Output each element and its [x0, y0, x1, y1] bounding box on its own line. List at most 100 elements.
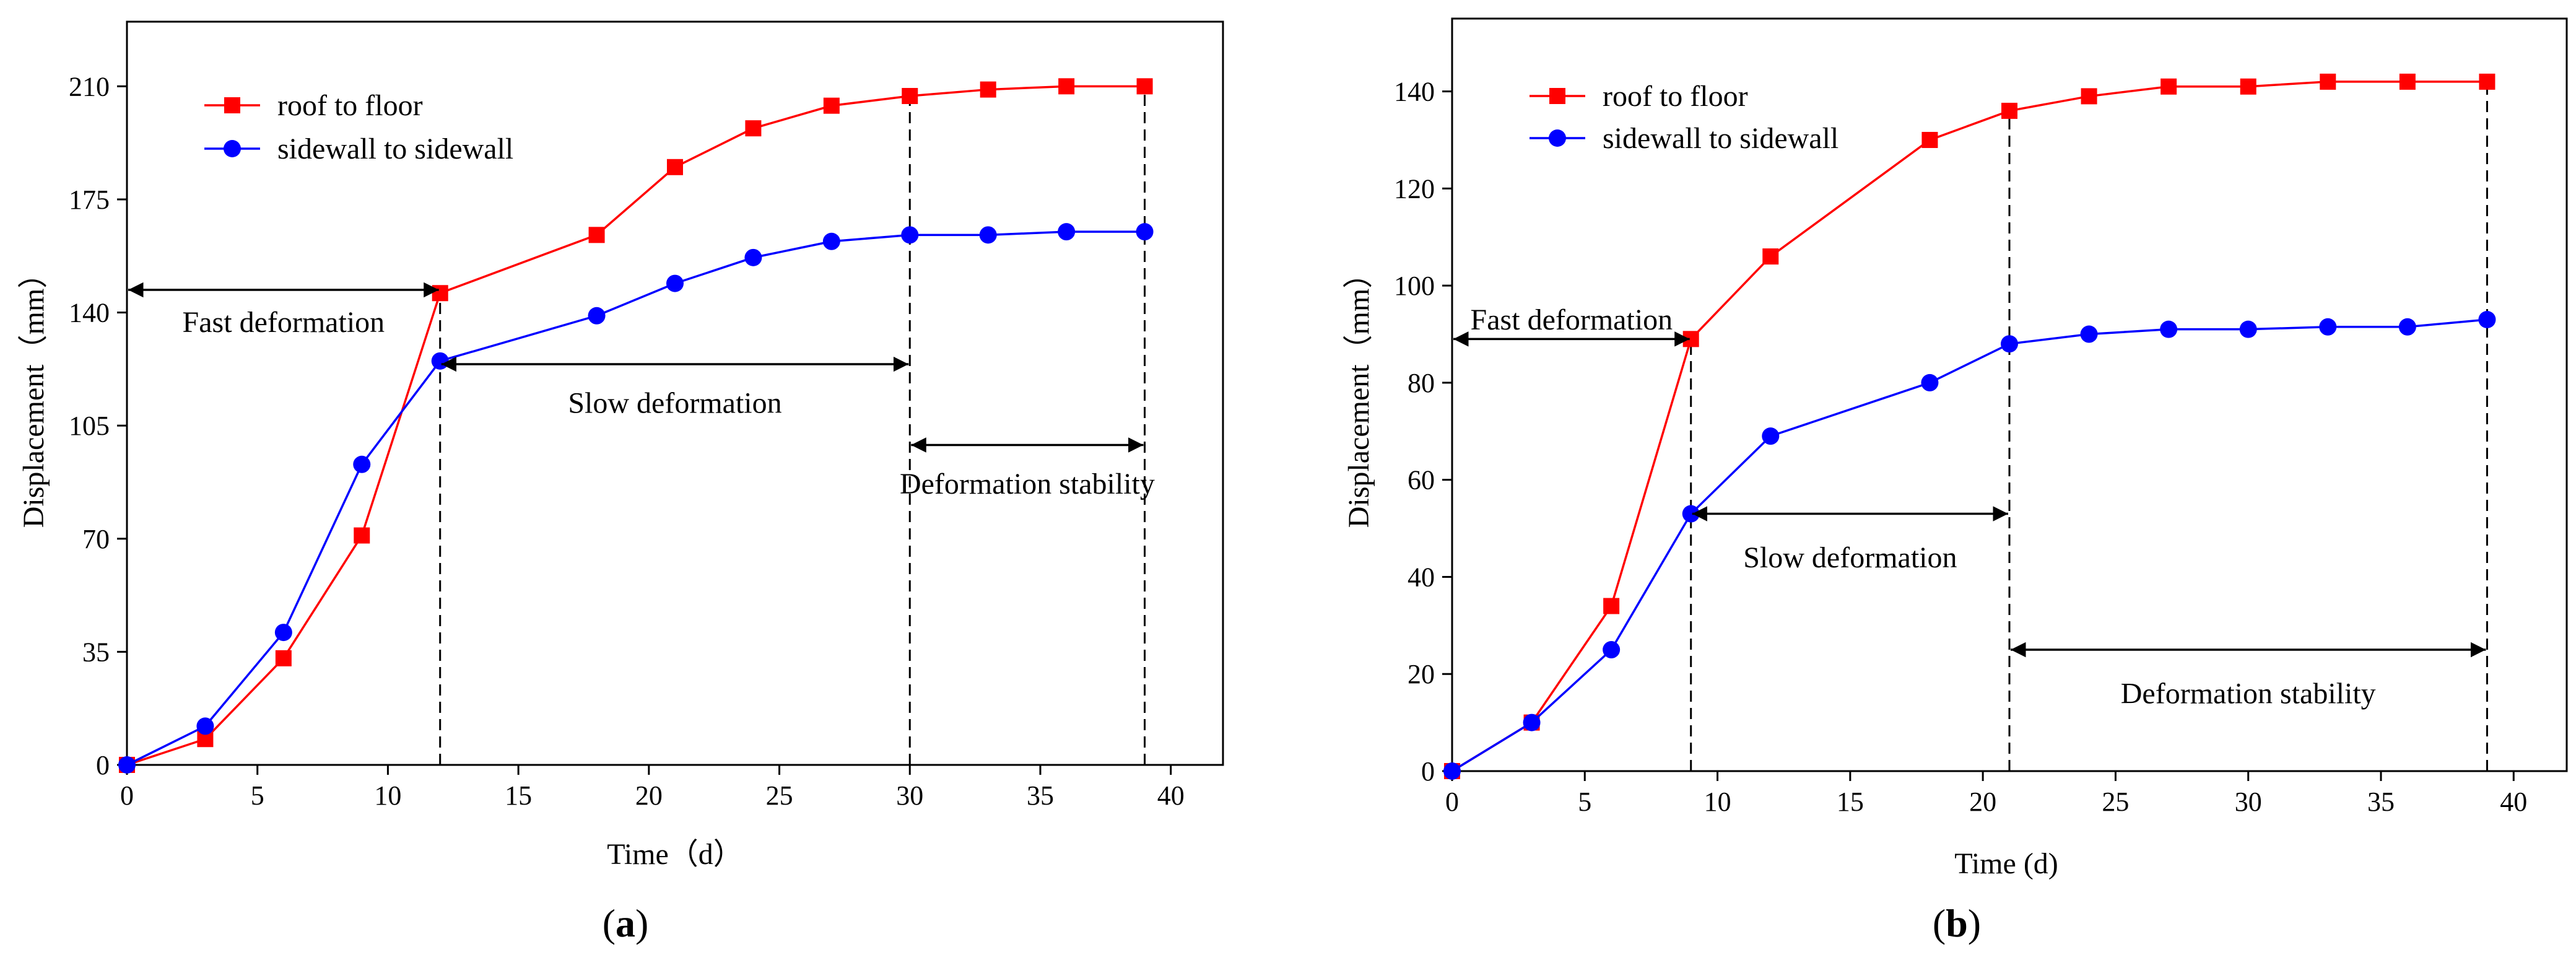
- x-tick-label: 5: [251, 780, 264, 811]
- legend-label: roof to floor: [277, 89, 423, 122]
- y-tick-label: 140: [1394, 77, 1435, 107]
- phase-label-stable: Deformation stability: [2121, 678, 2376, 710]
- data-point-sidewall-to-sidewall: [1523, 713, 1541, 731]
- y-tick-label: 60: [1408, 465, 1435, 495]
- data-point-roof-to-floor: [667, 159, 683, 175]
- phase-label-slow: Slow deformation: [1743, 541, 1957, 574]
- x-axis-title: Time (d): [1954, 847, 2058, 880]
- y-tick-label: 210: [69, 71, 110, 102]
- legend-marker-square: [1549, 88, 1565, 104]
- legend-marker-circle: [1549, 129, 1566, 147]
- phase-label-fast: Fast deformation: [1471, 303, 1673, 336]
- data-point-roof-to-floor: [2160, 78, 2177, 95]
- x-tick-label: 10: [1704, 787, 1731, 817]
- data-point-roof-to-floor: [1762, 248, 1779, 265]
- data-point-sidewall-to-sidewall: [979, 226, 997, 244]
- data-point-roof-to-floor: [1603, 598, 1620, 614]
- legend-label: roof to floor: [1603, 80, 1748, 113]
- data-point-sidewall-to-sidewall: [2478, 311, 2496, 328]
- data-point-roof-to-floor: [1921, 131, 1938, 148]
- data-point-sidewall-to-sidewall: [2001, 335, 2018, 353]
- data-point-sidewall-to-sidewall: [274, 624, 292, 642]
- x-tick-label: 15: [1837, 787, 1864, 817]
- y-tick-label: 40: [1408, 562, 1435, 592]
- y-axis-title: Displacement（mm）: [1342, 259, 1375, 528]
- x-tick-label: 15: [505, 780, 532, 811]
- x-tick-label: 35: [1027, 780, 1054, 811]
- data-point-roof-to-floor: [2081, 88, 2097, 105]
- x-tick-label: 5: [1578, 787, 1591, 817]
- legend-label: sidewall to sidewall: [1603, 122, 1838, 155]
- y-tick-label: 120: [1394, 173, 1435, 204]
- data-point-roof-to-floor: [2240, 78, 2256, 95]
- data-point-sidewall-to-sidewall: [1136, 223, 1154, 241]
- data-point-sidewall-to-sidewall: [1762, 427, 1780, 445]
- data-point-roof-to-floor: [588, 227, 605, 243]
- legend-marker-square: [224, 97, 240, 113]
- phase-label-fast: Fast deformation: [183, 306, 385, 339]
- x-tick-label: 0: [1445, 787, 1459, 817]
- data-point-sidewall-to-sidewall: [2239, 320, 2257, 338]
- plot-area-frame: [126, 20, 1224, 766]
- legend: roof to floor sidewall to sidewall: [204, 89, 513, 165]
- y-tick-label: 175: [69, 185, 110, 215]
- data-point-sidewall-to-sidewall: [744, 248, 762, 266]
- data-point-roof-to-floor: [2479, 73, 2496, 90]
- data-point-sidewall-to-sidewall: [2160, 320, 2178, 338]
- data-point-sidewall-to-sidewall: [1603, 641, 1621, 659]
- data-point-roof-to-floor: [823, 97, 840, 114]
- data-point-sidewall-to-sidewall: [196, 717, 214, 735]
- y-tick-label: 0: [1421, 756, 1435, 787]
- y-tick-label: 20: [1408, 659, 1435, 689]
- x-axis-title: Time（d）: [607, 838, 743, 871]
- legend: roof to floor sidewall to sidewall: [1530, 80, 1838, 155]
- chart-panel-a: Time（d） Displacement（mm） (a) 0 5 10 15 20 25 3…: [17, 20, 1224, 945]
- data-point-roof-to-floor: [354, 527, 370, 544]
- data-point-roof-to-floor: [432, 285, 448, 302]
- x-tick-label: 35: [2367, 787, 2395, 817]
- y-tick-label: 70: [82, 524, 110, 554]
- data-point-sidewall-to-sidewall: [1921, 373, 1939, 391]
- legend-marker-circle: [224, 140, 241, 157]
- data-point-roof-to-floor: [2001, 102, 2017, 119]
- data-point-roof-to-floor: [275, 650, 292, 666]
- data-point-roof-to-floor: [1058, 78, 1075, 95]
- data-point-sidewall-to-sidewall: [1058, 223, 1076, 241]
- x-tick-label: 40: [2500, 787, 2527, 817]
- data-point-roof-to-floor: [745, 120, 762, 137]
- data-point-sidewall-to-sidewall: [1443, 762, 1461, 780]
- data-point-sidewall-to-sidewall: [353, 455, 371, 473]
- data-point-sidewall-to-sidewall: [2080, 325, 2098, 343]
- data-point-roof-to-floor: [2399, 73, 2416, 90]
- data-point-sidewall-to-sidewall: [2398, 318, 2416, 336]
- x-tick-label: 0: [120, 780, 134, 811]
- data-point-roof-to-floor: [2320, 73, 2336, 90]
- y-tick-label: 80: [1408, 368, 1435, 398]
- y-tick-label: 140: [69, 298, 110, 328]
- data-point-sidewall-to-sidewall: [588, 307, 606, 325]
- data-point-sidewall-to-sidewall: [822, 232, 840, 250]
- data-point-roof-to-floor: [980, 81, 996, 98]
- y-axis-title: Displacement（mm）: [17, 259, 50, 528]
- phase-label-stable: Deformation stability: [900, 468, 1155, 500]
- data-point-sidewall-to-sidewall: [901, 226, 919, 244]
- y-tick-label: 0: [96, 750, 110, 780]
- panel-label: (b): [1933, 901, 1981, 945]
- y-tick-label: 35: [82, 637, 110, 667]
- data-point-sidewall-to-sidewall: [2319, 318, 2337, 336]
- x-tick-label: 40: [1157, 780, 1185, 811]
- x-tick-label: 10: [374, 780, 401, 811]
- chart-panel-b: Time (d) Displacement（mm） (b) 0 5 10 15 20 25…: [1342, 17, 2568, 945]
- x-tick-label: 30: [2235, 787, 2262, 817]
- legend-label: sidewall to sidewall: [277, 133, 513, 165]
- x-tick-label: 20: [1969, 787, 1996, 817]
- y-tick-label: 105: [69, 411, 110, 441]
- series-line-roof-to-floor: [1451, 81, 2487, 772]
- data-point-roof-to-floor: [902, 88, 918, 104]
- phase-label-slow: Slow deformation: [568, 387, 781, 420]
- data-point-sidewall-to-sidewall: [118, 756, 136, 774]
- x-tick-label: 20: [635, 780, 663, 811]
- x-tick-label: 30: [896, 780, 923, 811]
- data-point-sidewall-to-sidewall: [431, 352, 449, 370]
